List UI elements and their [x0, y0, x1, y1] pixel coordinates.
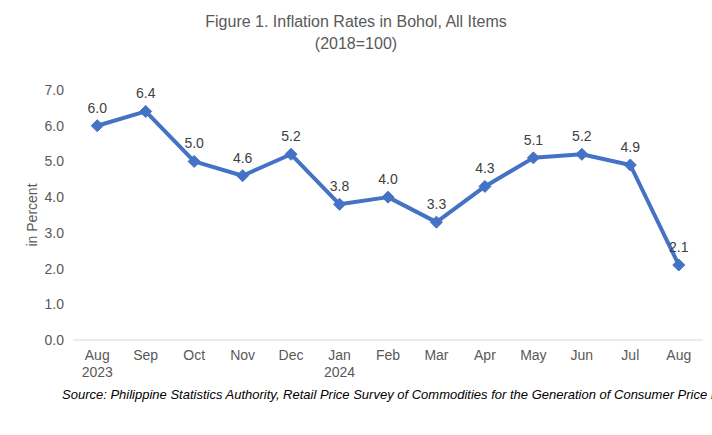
- data-label: 3.3: [427, 196, 447, 212]
- y-tick-label: 0.0: [45, 332, 65, 348]
- data-point: [140, 105, 152, 117]
- data-label: 4.9: [621, 139, 641, 155]
- y-tick-label: 7.0: [45, 82, 65, 98]
- source-note: Source: Philippine Statistics Authority,…: [62, 386, 712, 403]
- data-label: 2.1: [669, 239, 689, 255]
- data-label: 4.3: [475, 160, 495, 176]
- y-tick-label: 6.0: [45, 118, 65, 134]
- y-tick-label: 2.0: [45, 261, 65, 277]
- x-tick-label: May: [520, 347, 546, 363]
- data-label: 5.2: [281, 128, 301, 144]
- x-tick-label: Jan2024: [324, 347, 355, 380]
- x-tick-label: Apr: [474, 347, 496, 363]
- x-tick-label: Aug: [666, 347, 691, 363]
- data-label: 4.6: [233, 150, 253, 166]
- data-point: [673, 259, 685, 271]
- x-tick-label: Aug2023: [82, 347, 113, 380]
- data-point: [430, 216, 442, 228]
- data-label: 6.4: [136, 85, 156, 101]
- plot-area: [91, 105, 685, 271]
- data-line: [97, 111, 679, 265]
- subtitle: (2018=100): [315, 35, 397, 52]
- y-tick-label: 4.0: [45, 189, 65, 205]
- y-tick-label: 3.0: [45, 225, 65, 241]
- x-tick-label: Jun: [571, 347, 594, 363]
- x-tick-label: Mar: [424, 347, 448, 363]
- data-point: [576, 148, 588, 160]
- title: Figure 1. Inflation Rates in Bohol, All …: [205, 13, 506, 30]
- data-label: 6.0: [87, 100, 107, 116]
- data-point: [334, 198, 346, 210]
- data-point: [479, 180, 491, 192]
- x-tick-label: Oct: [183, 347, 205, 363]
- data-label: 4.0: [378, 171, 398, 187]
- data-point: [91, 120, 103, 132]
- data-point: [527, 152, 539, 164]
- data-point: [624, 159, 636, 171]
- data-label: 5.1: [524, 132, 544, 148]
- x-tick-label: Dec: [279, 347, 304, 363]
- x-tick-label: Nov: [230, 347, 255, 363]
- x-tick-label: Feb: [376, 347, 400, 363]
- y-axis-label: in Percent: [24, 183, 40, 246]
- data-point: [188, 155, 200, 167]
- y-tick-label: 5.0: [45, 153, 65, 169]
- x-axis-line: [73, 340, 703, 341]
- x-tick-label: Jul: [621, 347, 639, 363]
- data-label: 5.0: [184, 135, 204, 151]
- data-label: 5.2: [572, 128, 592, 144]
- data-point: [237, 170, 249, 182]
- x-tick-label: Sep: [133, 347, 158, 363]
- data-point: [285, 148, 297, 160]
- data-label: 3.8: [330, 178, 350, 194]
- data-point: [382, 191, 394, 203]
- y-tick-label: 1.0: [45, 296, 65, 312]
